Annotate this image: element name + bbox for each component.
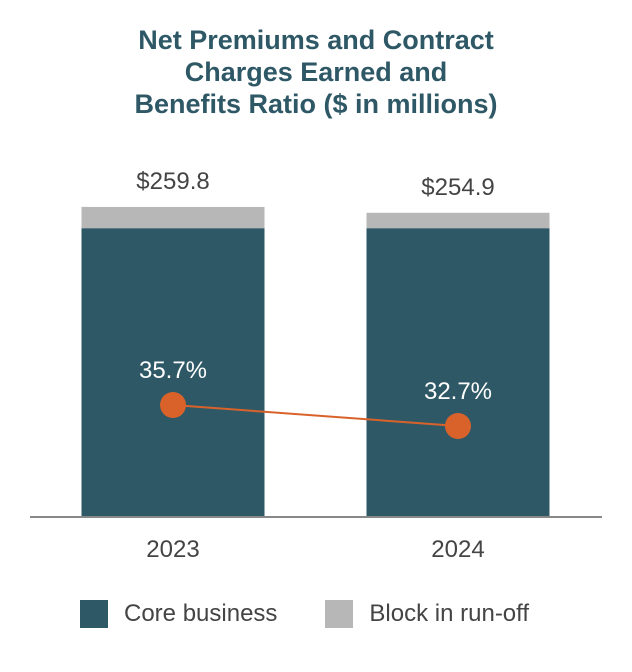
bar-runoff-2024 (366, 212, 550, 229)
bar-core-2023 (81, 228, 265, 517)
legend-item-core: Core business (80, 600, 277, 628)
title-line-2: Charges Earned and (184, 57, 448, 87)
legend-swatch-runoff (325, 600, 354, 628)
legend-swatch-core (80, 600, 108, 628)
total-label-2023: $259.8 (136, 168, 209, 195)
labels-group: $259.8 2023 $254.9 2024 35.7% 32.7% (136, 168, 494, 563)
bars-group (81, 206, 550, 517)
total-label-2024: $254.9 (421, 174, 494, 201)
legend: Core business Block in run-off (80, 600, 577, 628)
bar-runoff-2023 (81, 206, 265, 229)
title-line-3: Benefits Ratio ($ in millions) (134, 89, 498, 119)
ratio-line-group (160, 392, 471, 439)
ratio-label-2023: 35.7% (139, 357, 207, 384)
title-line-1: Net Premiums and Contract (138, 25, 494, 55)
ratio-point-2024 (445, 413, 471, 439)
x-tick-label-2024: 2024 (431, 536, 484, 563)
chart-title: Net Premiums and Contract Charges Earned… (0, 24, 632, 120)
ratio-line (172, 404, 459, 427)
bar-core-2024 (366, 228, 550, 517)
ratio-label-2024: 32.7% (424, 378, 492, 405)
legend-item-runoff: Block in run-off (325, 600, 529, 628)
x-tick-label-2023: 2023 (146, 536, 199, 563)
ratio-point-2023 (160, 392, 186, 418)
legend-label-core: Core business (124, 600, 278, 627)
legend-label-runoff: Block in run-off (369, 600, 530, 627)
